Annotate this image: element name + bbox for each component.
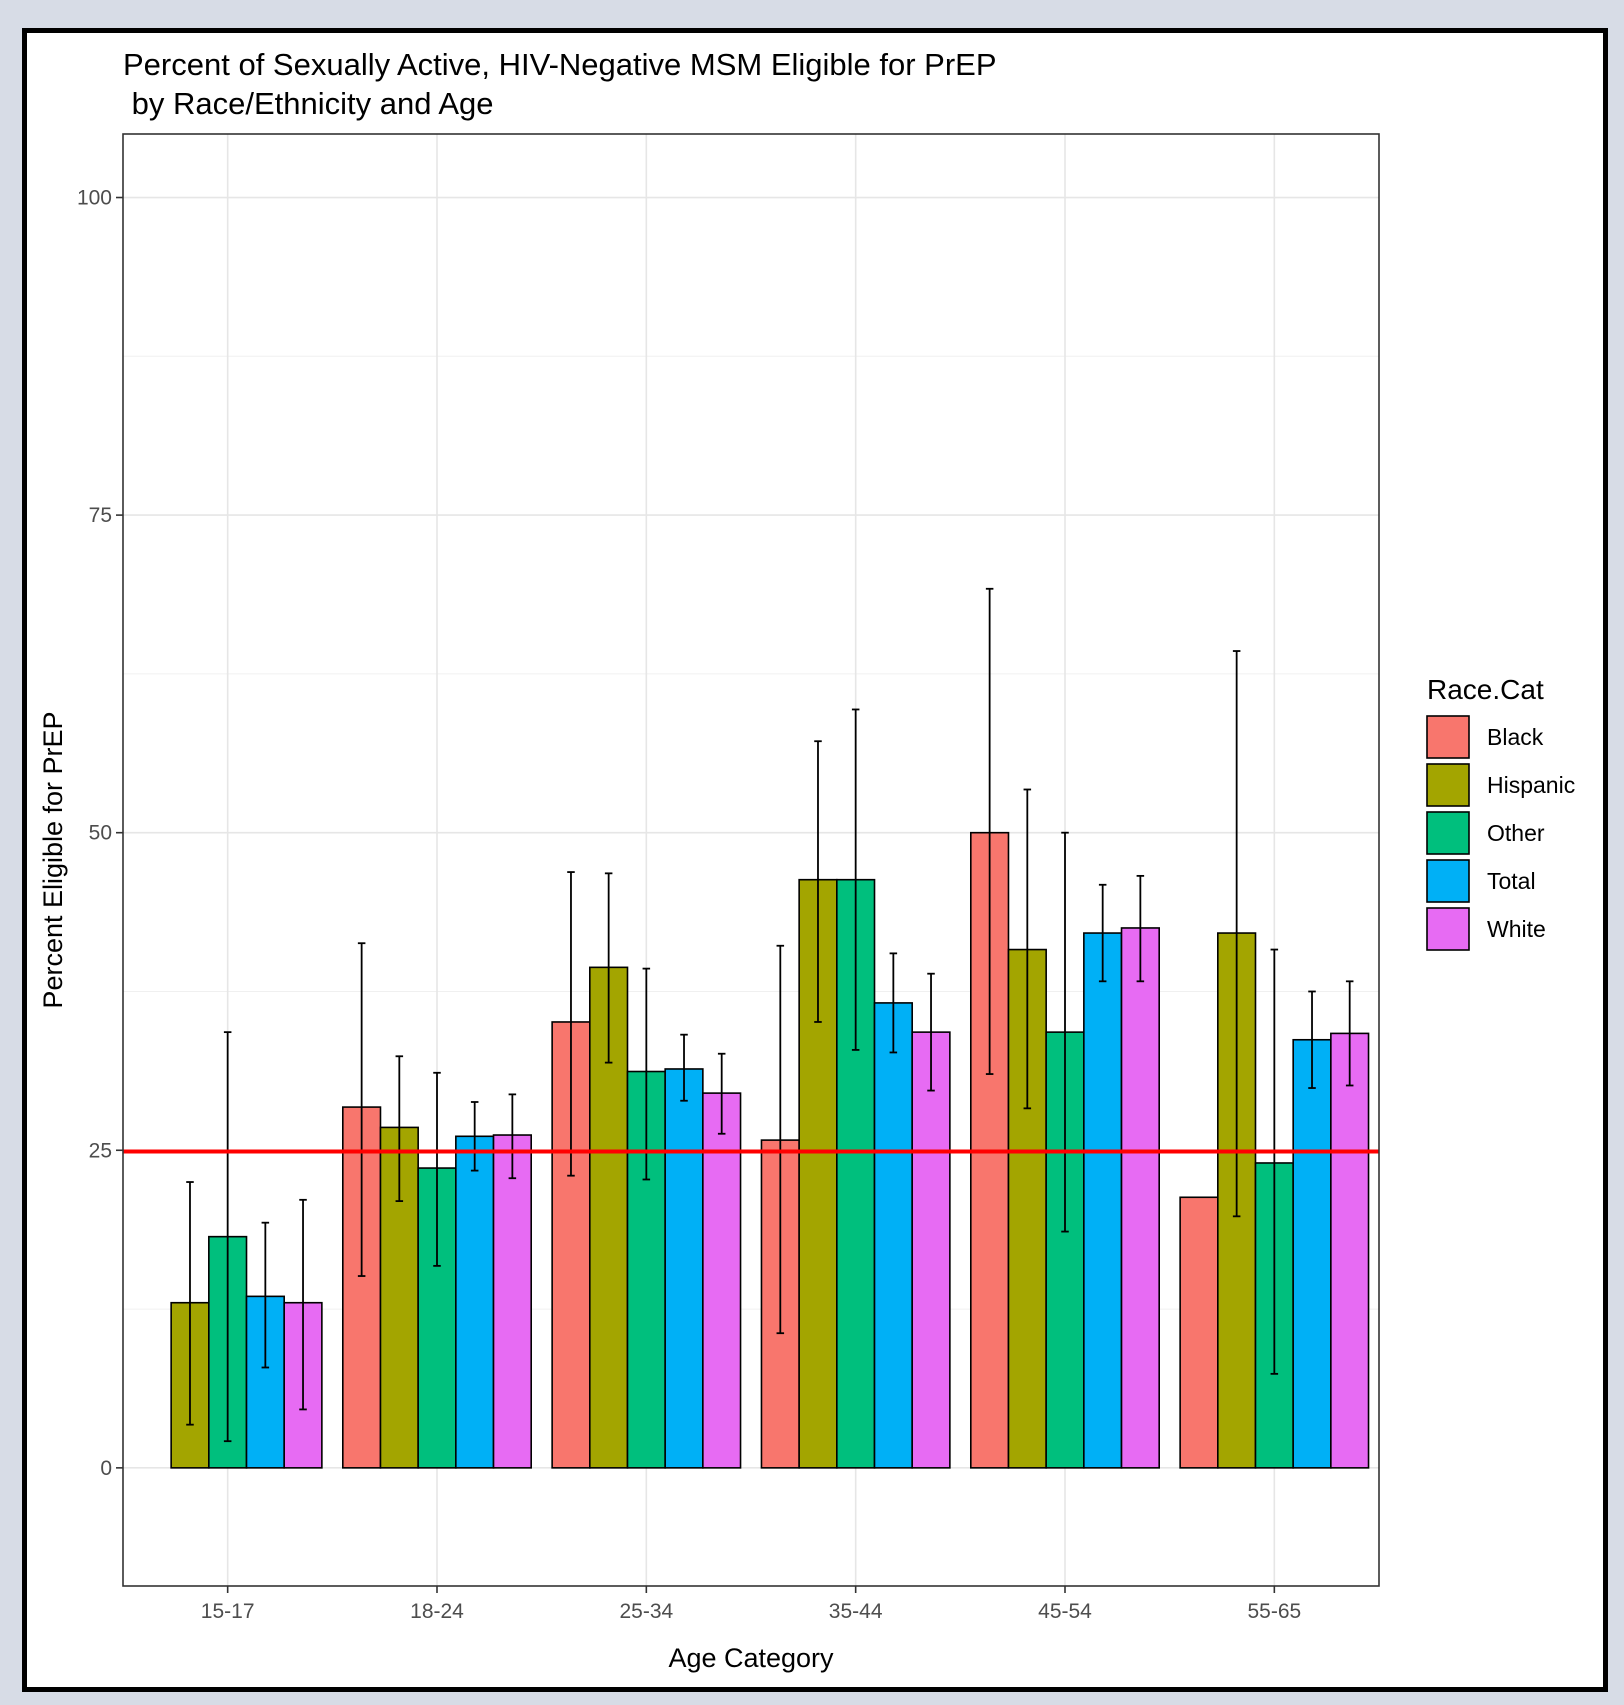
legend-label-total: Total xyxy=(1487,868,1536,894)
legend-label-hispanic: Hispanic xyxy=(1487,772,1575,798)
y-tick-label: 75 xyxy=(89,504,112,527)
legend-label-white: White xyxy=(1487,916,1546,942)
bar-white-18-24 xyxy=(492,1134,532,1469)
x-tick-label: 25-34 xyxy=(619,1600,673,1623)
legend-swatch-hispanic xyxy=(1426,763,1470,807)
bar-white-45-54 xyxy=(1120,927,1161,1469)
bar-total-25-34 xyxy=(664,1068,704,1469)
bar-total-55-65 xyxy=(1292,1038,1332,1469)
y-tick-label: 25 xyxy=(89,1139,112,1162)
x-tick-label: 55-65 xyxy=(1247,1600,1301,1623)
x-tick-label: 15-17 xyxy=(201,1600,255,1623)
legend-title: Race.Cat xyxy=(1427,674,1544,705)
plot-panel xyxy=(123,134,1379,1586)
errorbars-layer xyxy=(186,587,1354,1443)
legend-swatch-other xyxy=(1426,811,1470,855)
x-tick-label: 18-24 xyxy=(410,1600,464,1623)
bar-white-55-65 xyxy=(1330,1032,1370,1469)
y-axis: 0 25 50 75 100 xyxy=(77,187,123,1480)
plot-panel-border xyxy=(122,133,1380,1587)
legend-swatch-white xyxy=(1426,907,1470,951)
legend-swatch-total xyxy=(1426,859,1470,903)
chart-title-line-2: by Race/Ethnicity and Age xyxy=(123,86,494,121)
legend: Race.Cat Black Hispanic Other Total White xyxy=(1426,674,1575,951)
x-tick-label: 35-44 xyxy=(829,1600,883,1623)
y-tick-label: 50 xyxy=(89,822,112,845)
legend-swatch-black xyxy=(1426,715,1470,759)
bar-total-45-54 xyxy=(1083,932,1123,1469)
bar-white-25-34 xyxy=(702,1092,742,1469)
chart-title-line-1: Percent of Sexually Active, HIV-Negative… xyxy=(123,47,997,82)
chart-frame: Percent of Sexually Active, HIV-Negative… xyxy=(22,28,1608,1692)
legend-label-black: Black xyxy=(1487,724,1544,750)
y-tick-label: 0 xyxy=(100,1457,112,1480)
x-tick-label: 45-54 xyxy=(1038,1600,1092,1623)
bar-white-35-44 xyxy=(911,1031,951,1469)
x-axis: 15-17 18-24 25-34 35-44 45-54 55-65 xyxy=(201,1586,1301,1623)
legend-label-other: Other xyxy=(1487,820,1545,846)
y-tick-label: 100 xyxy=(77,187,112,210)
chart-svg: Percent of Sexually Active, HIV-Negative… xyxy=(38,47,1575,1673)
bar-black-55-65 xyxy=(1179,1196,1219,1469)
x-axis-title: Age Category xyxy=(668,1643,834,1673)
bar-total-35-44 xyxy=(873,1002,913,1469)
bar-total-18-24 xyxy=(455,1135,495,1469)
y-axis-title: Percent Eligible for PrEP xyxy=(38,711,68,1008)
